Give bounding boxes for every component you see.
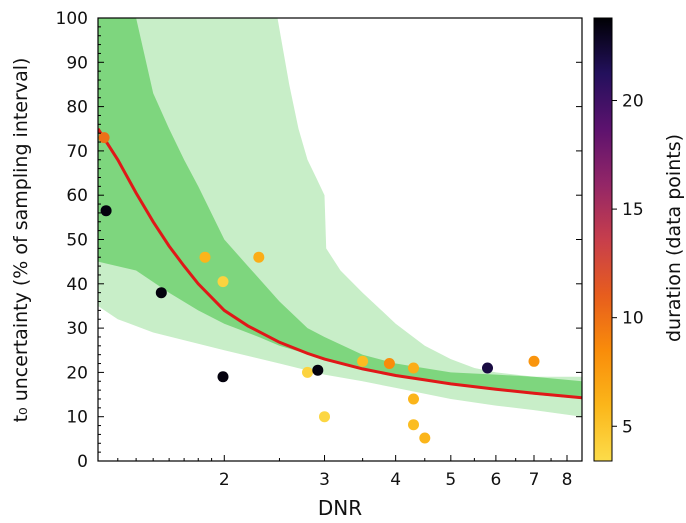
data-point bbox=[217, 276, 229, 288]
colorbar-tick-label: 5 bbox=[622, 417, 633, 437]
y-tick-label: 70 bbox=[66, 142, 88, 162]
data-point bbox=[302, 366, 313, 378]
data-point bbox=[100, 205, 112, 217]
data-point bbox=[155, 287, 167, 299]
y-tick-label: 60 bbox=[66, 186, 88, 206]
y-tick-label: 90 bbox=[66, 53, 88, 73]
x-tick-label: 3 bbox=[319, 470, 330, 490]
data-point bbox=[253, 251, 265, 263]
data-point bbox=[199, 251, 211, 263]
y-tick-label: 20 bbox=[66, 363, 88, 383]
y-tick-label: 80 bbox=[66, 98, 88, 118]
colorbar bbox=[593, 17, 613, 462]
y-tick-label: 100 bbox=[56, 9, 88, 29]
data-point bbox=[357, 355, 369, 367]
colorbar-tick-label: 20 bbox=[622, 92, 644, 112]
y-tick-label: 40 bbox=[66, 275, 88, 295]
data-point bbox=[408, 362, 419, 374]
fit-curve bbox=[98, 127, 582, 400]
x-tick-label: 7 bbox=[529, 470, 540, 490]
data-point bbox=[408, 393, 419, 405]
x-tick-label: 6 bbox=[490, 470, 501, 490]
data-point bbox=[408, 419, 419, 431]
data-point bbox=[98, 132, 110, 144]
x-tick-label: 2 bbox=[219, 470, 230, 490]
y-tick-label: 50 bbox=[66, 231, 88, 251]
x-tick-label: 8 bbox=[562, 470, 573, 490]
data-point bbox=[482, 362, 493, 374]
data-point bbox=[217, 371, 229, 383]
data-point bbox=[319, 411, 330, 423]
data-point bbox=[312, 364, 324, 376]
y-tick-label: 0 bbox=[77, 452, 88, 472]
y-tick-label: 10 bbox=[66, 408, 88, 428]
data-point bbox=[528, 355, 540, 367]
y-axis-label: t₀ uncertainty (% of sampling interval) bbox=[10, 58, 32, 423]
x-tick-label: 4 bbox=[390, 470, 401, 490]
y-tick-label: 30 bbox=[66, 319, 88, 339]
data-point bbox=[419, 432, 431, 444]
colorbar-tick-label: 15 bbox=[622, 200, 644, 220]
x-axis-label: DNR bbox=[318, 496, 362, 520]
colorbar-label: duration (data points) bbox=[663, 134, 685, 342]
colorbar-tick-label: 10 bbox=[622, 309, 644, 329]
data-point bbox=[383, 358, 395, 369]
x-tick-label: 5 bbox=[445, 470, 456, 490]
